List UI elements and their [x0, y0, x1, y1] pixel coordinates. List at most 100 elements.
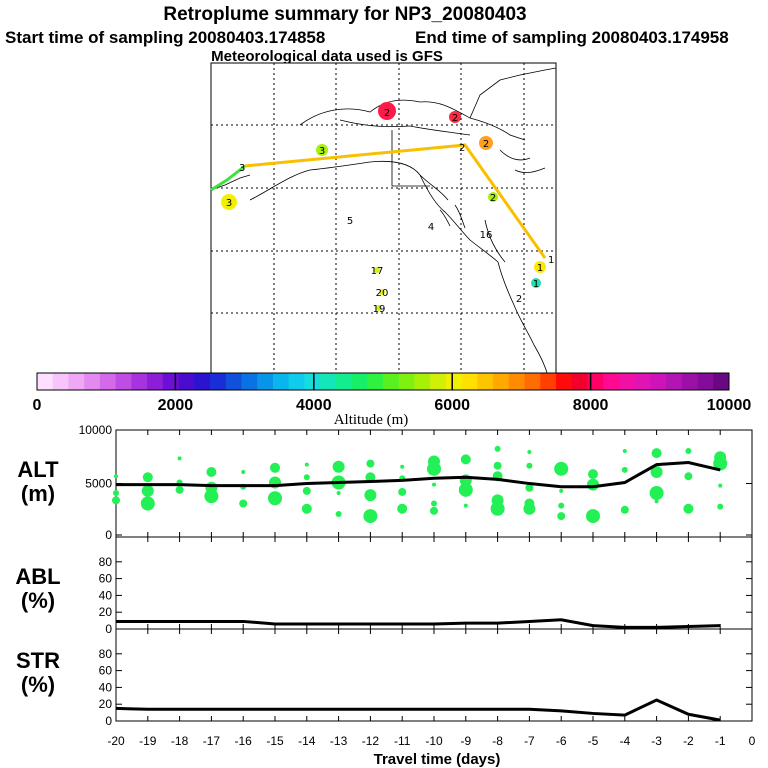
colorbar-swatch: [477, 373, 494, 390]
traj-label-c: 1: [548, 255, 554, 266]
colorbar-tick-label: 0: [33, 397, 42, 414]
x-tick-label: -20: [107, 734, 125, 748]
alt-scatter-point: [713, 456, 728, 471]
alt-scatter: [112, 445, 728, 524]
alt-scatter-point: [206, 467, 217, 477]
alt-unit: (m): [21, 481, 55, 506]
map-grid: [211, 63, 556, 376]
cluster-marker: 2: [378, 102, 396, 120]
coastline: [210, 67, 557, 377]
y-tick-label: 60: [99, 572, 113, 586]
str-label: STR: [16, 648, 60, 673]
colorbar-swatch: [430, 373, 447, 390]
alt-scatter-point: [239, 499, 248, 508]
colorbar-swatch: [147, 373, 164, 390]
alt-scatter-point: [494, 445, 501, 452]
alt-scatter-point: [493, 461, 502, 470]
svg-text:16: 16: [480, 230, 493, 241]
cluster-marker: 5: [347, 216, 353, 227]
colorbar-swatch: [540, 373, 557, 390]
alt-scatter-point: [527, 450, 532, 455]
alt-scatter-point: [622, 449, 627, 453]
alt-scatter-point: [363, 509, 378, 524]
alt-scatter-point: [335, 511, 342, 517]
svg-text:2: 2: [452, 113, 458, 124]
alt-scatter-point: [431, 500, 437, 507]
colorbar-tick-label: 4000: [296, 397, 332, 414]
cluster-marker: 19: [373, 304, 386, 315]
map-panel: 2 3 1 2 2 2 3 3 2 5 4 16 1 1 2 17 20 19: [210, 62, 557, 377]
svg-text:2: 2: [490, 193, 496, 204]
x-tick-label: 0: [749, 734, 756, 748]
alt-scatter-point: [140, 496, 155, 511]
alt-scatter-point: [718, 483, 723, 488]
y-tick-label: 40: [99, 680, 113, 694]
cluster-marker: 2: [479, 136, 493, 150]
alt-scatter-point: [525, 483, 534, 492]
cluster-marker: 20: [376, 288, 389, 299]
svg-text:2: 2: [384, 108, 390, 119]
svg-text:3: 3: [226, 198, 232, 209]
colorbar-swatch: [335, 373, 352, 390]
alt-scatter-point: [303, 474, 310, 481]
colorbar-swatch: [131, 373, 148, 390]
alt-scatter-point: [460, 454, 471, 465]
alt-scatter-point: [558, 502, 565, 509]
alt-scatter-point: [654, 499, 659, 504]
cluster-marker: 3: [316, 144, 328, 157]
x-tick-label: -19: [139, 734, 157, 748]
series-line-abl: [116, 618, 721, 629]
alt-scatter-point: [365, 472, 376, 483]
alt-scatter-point: [112, 496, 120, 505]
colorbar-swatch: [351, 373, 368, 390]
alt-scatter-point: [114, 474, 118, 479]
cluster-marker: 4: [428, 222, 434, 233]
alt-label: ALT: [17, 457, 59, 482]
start-time-label: Start time of sampling 20080403.174858: [5, 28, 325, 47]
x-tick-label: -9: [460, 734, 471, 748]
alt-scatter-point: [141, 484, 154, 497]
colorbar-swatch: [603, 373, 620, 390]
colorbar-swatch: [493, 373, 510, 390]
x-tick-label: -15: [266, 734, 284, 748]
x-tick-label: -16: [235, 734, 253, 748]
alt-scatter-point: [302, 486, 311, 495]
colorbar-swatch: [383, 373, 400, 390]
alt-scatter-point: [588, 469, 598, 480]
cluster-marker: 17: [371, 266, 384, 277]
svg-text:19: 19: [373, 304, 386, 315]
colorbar-swatch: [461, 373, 478, 390]
colorbar-swatch: [288, 373, 305, 390]
colorbar-swatch: [666, 373, 683, 390]
alt-scatter-point: [559, 488, 564, 493]
alt-scatter-point: [398, 487, 407, 496]
alt-scatter-point: [204, 489, 219, 504]
colorbar-swatch: [697, 373, 714, 390]
colorbar-swatch: [304, 373, 321, 390]
alt-scatter-point: [142, 472, 153, 483]
y-tick-label: 40: [99, 588, 113, 602]
series-line-str: [115, 698, 721, 722]
colorbar-swatch: [524, 373, 541, 390]
abl-label: ABL: [15, 564, 60, 589]
x-tick-label: -11: [394, 734, 411, 748]
met-data-label: Meteorological data used is GFS: [211, 48, 443, 65]
x-axis-label: Travel time (days): [374, 751, 501, 768]
colorbar-swatch: [225, 373, 242, 390]
alt-scatter-point: [397, 503, 408, 514]
colorbar-swatch: [115, 373, 132, 390]
colorbar-swatch: [571, 373, 588, 390]
str-panel: [115, 628, 753, 722]
trajectory-yellow: [244, 143, 547, 259]
abl-unit: (%): [21, 588, 55, 613]
series-lines: [115, 461, 721, 722]
alt-scatter-point: [621, 466, 628, 473]
alt-scatter-point: [490, 501, 505, 516]
y-tick-label: 60: [99, 664, 113, 678]
colorbar-swatch: [650, 373, 667, 390]
alt-scatter-point: [526, 462, 533, 469]
alt-scatter-point: [304, 462, 309, 467]
colorbar-swatch: [162, 373, 179, 390]
colorbar-swatch: [634, 373, 651, 390]
colorbar-swatch: [52, 373, 69, 390]
